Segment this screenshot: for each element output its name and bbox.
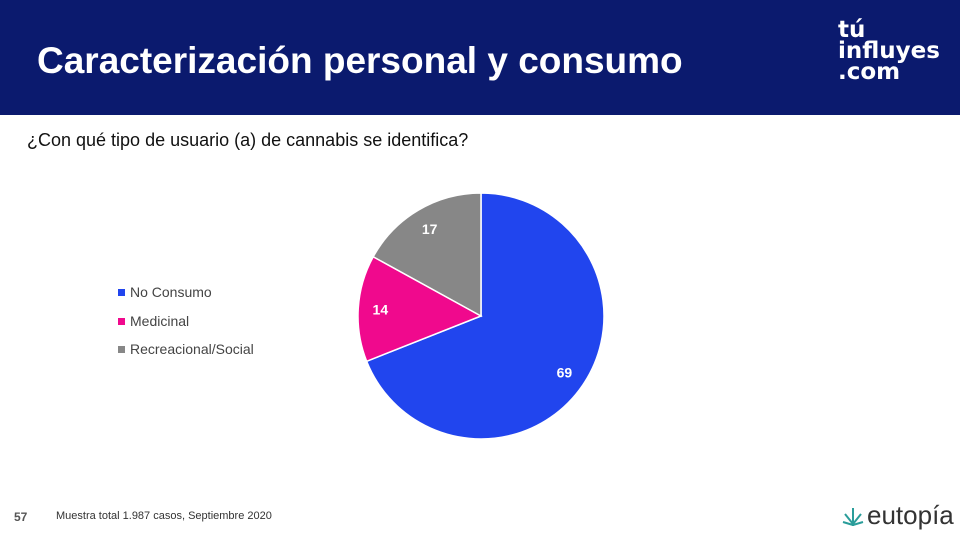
pie-slice-no-consumo <box>365 192 605 440</box>
legend-label: Recreacional/Social <box>130 341 254 357</box>
tuinfluyes-logo: tú influyes .com <box>838 17 940 85</box>
legend-label: Medicinal <box>130 312 190 329</box>
legend-label: No Consumo <box>130 284 212 300</box>
header-banner: Caracterización personal y consumo tú inf… <box>0 0 960 115</box>
legend-item: Recreacional/Social <box>118 341 254 370</box>
cannabis-leaf-icon <box>842 508 864 526</box>
pie-slice-recreacional-social <box>372 192 482 318</box>
chart-legend: No Consumo Medicinal Recreacional/Social <box>118 284 254 370</box>
data-label: 14 <box>373 302 389 318</box>
eutopia-logo: eutopía <box>842 502 954 528</box>
data-label: 69 <box>557 365 573 381</box>
pie-slice-medicinal <box>357 255 483 363</box>
question-text: ¿Con qué tipo de usuario (a) de cannabis… <box>27 130 469 150</box>
eutopia-wordmark: eutopía <box>867 500 954 530</box>
legend-item: No Consumo <box>118 284 254 313</box>
data-label: 17 <box>422 221 438 237</box>
page-number: 57 <box>14 510 28 524</box>
legend-item: Medicinal <box>118 313 254 342</box>
legend-swatch <box>118 346 125 353</box>
legend-swatch <box>118 289 125 296</box>
legend-swatch <box>118 317 125 325</box>
sample-note: Muestra total 1.987 casos, Septiembre 20… <box>56 510 272 522</box>
page-title: Caracterización personal y consumo <box>37 40 683 81</box>
